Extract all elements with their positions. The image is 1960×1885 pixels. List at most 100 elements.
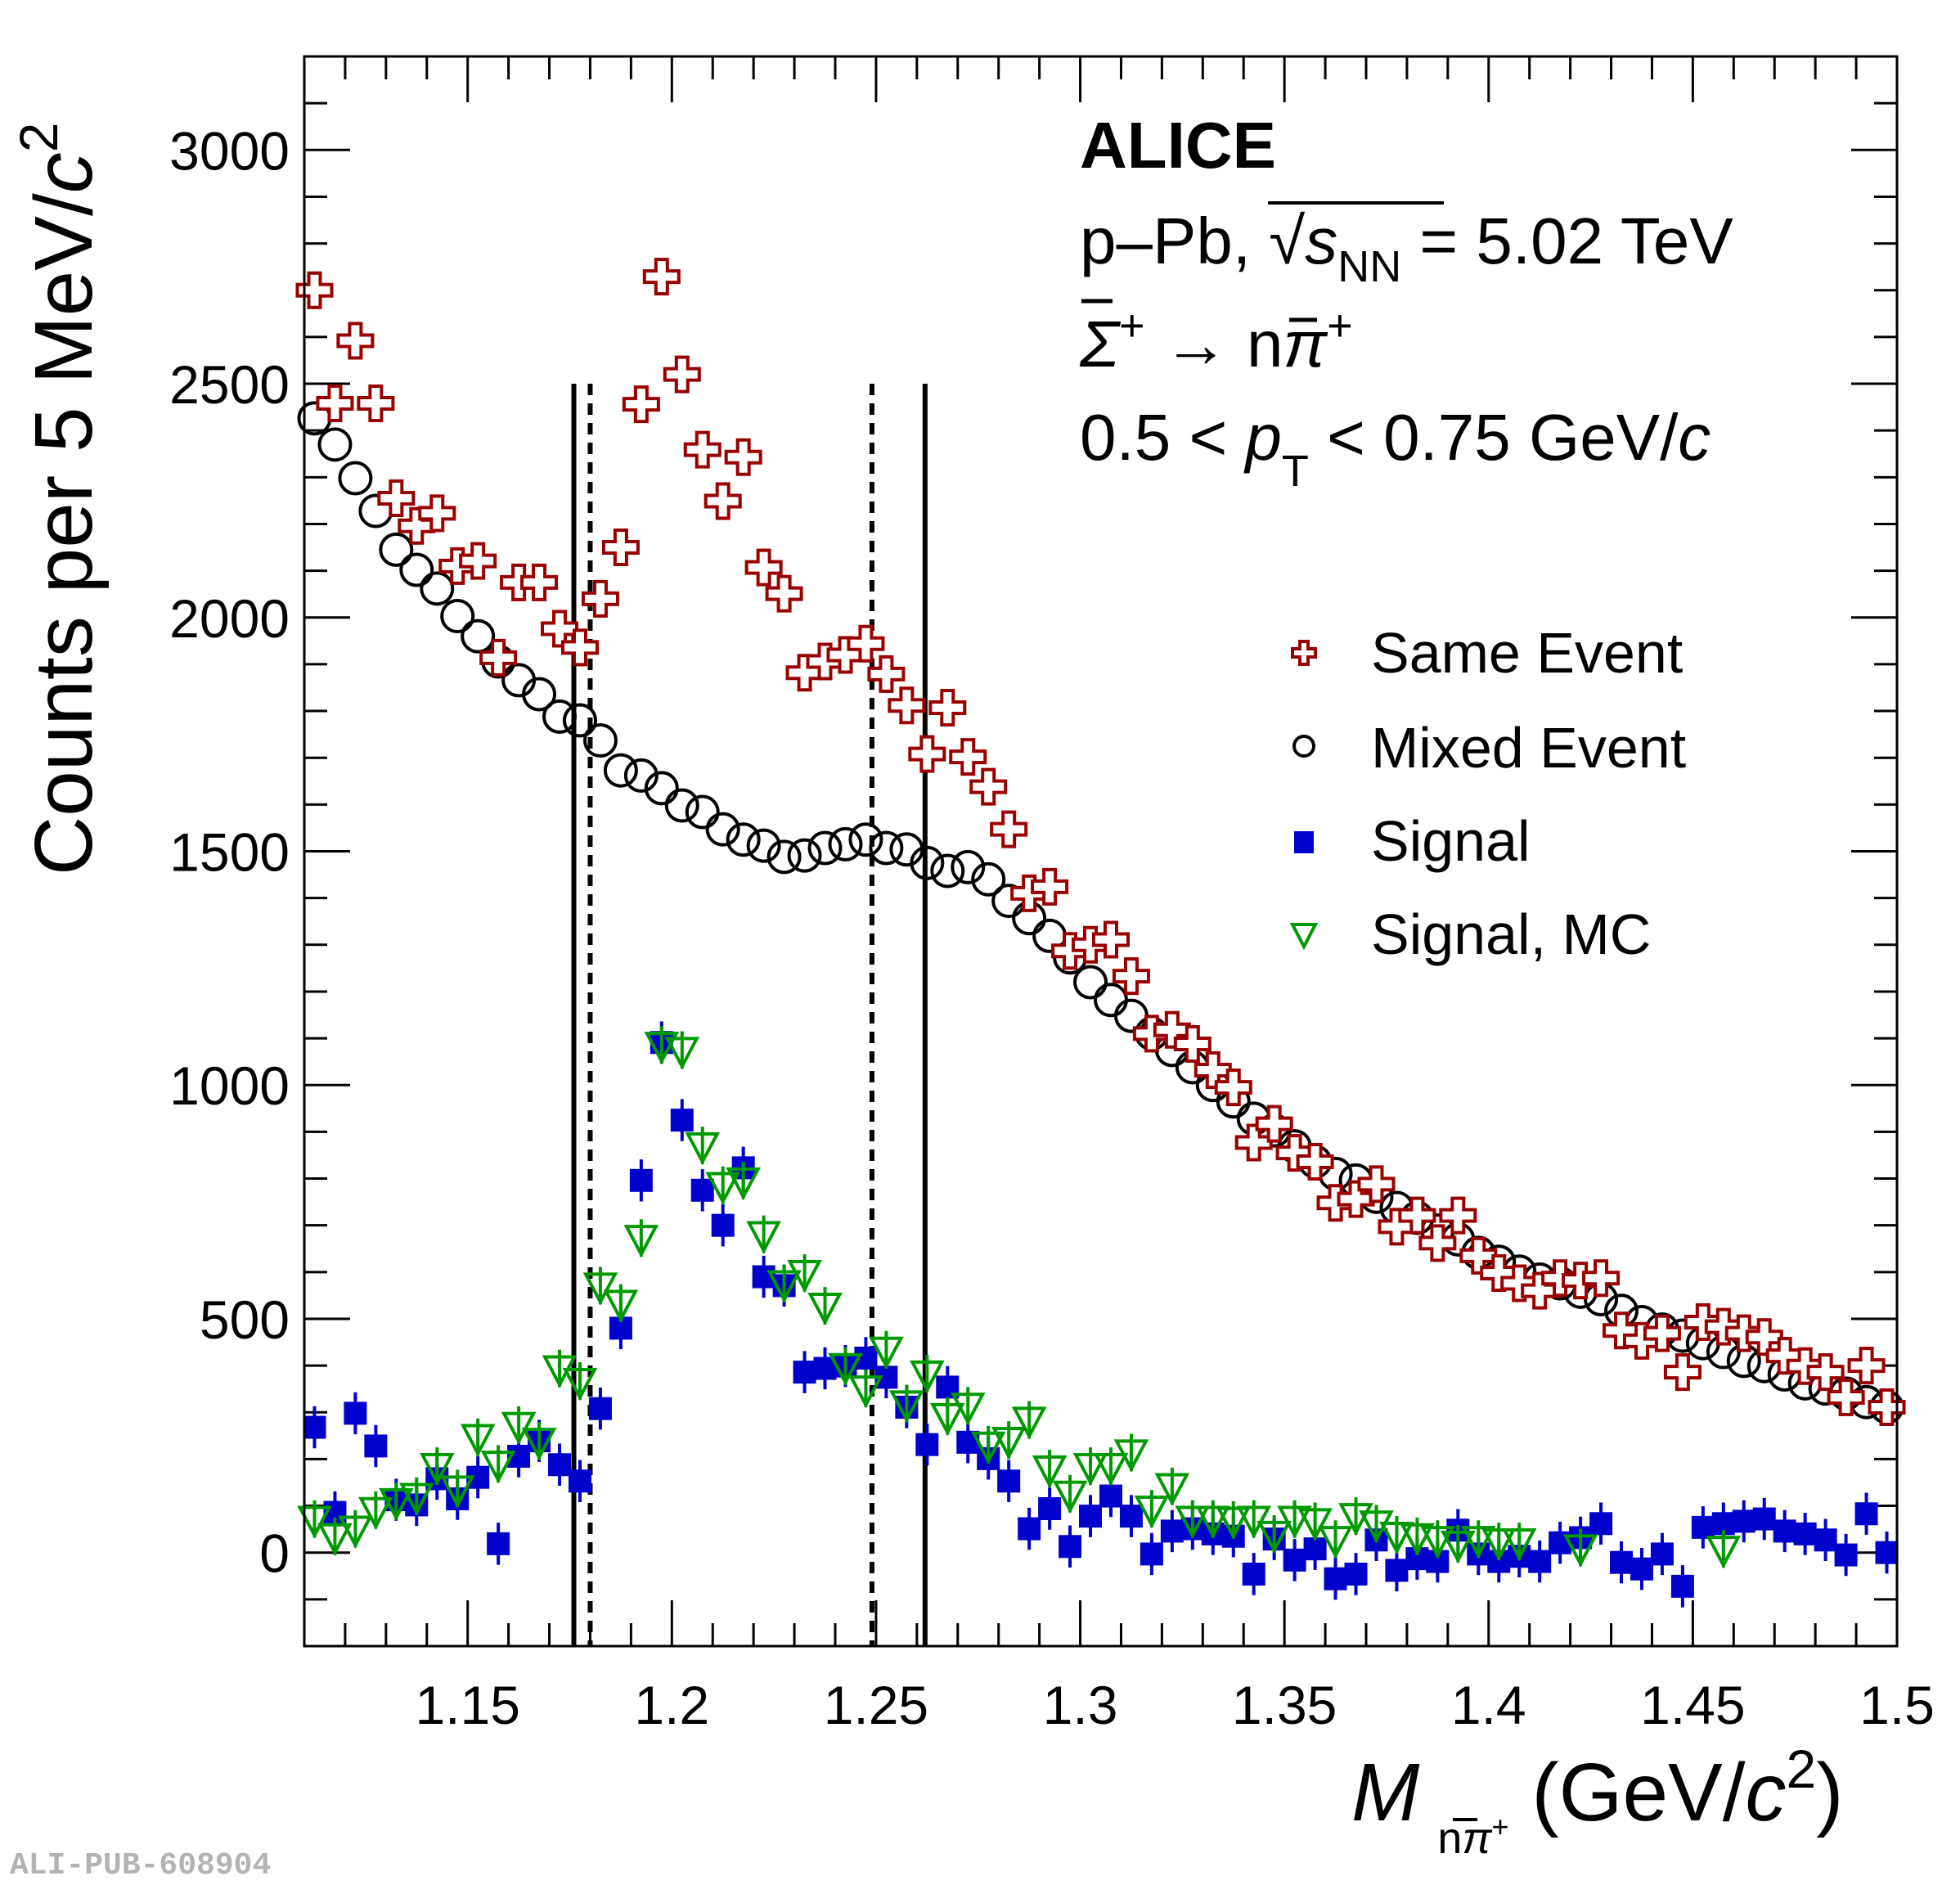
energy-value: = 5.02 TeV [1401, 205, 1733, 277]
open-cross-icon [1291, 640, 1317, 666]
mixed-event-point [766, 839, 802, 875]
signal-point [1324, 1567, 1347, 1590]
same-event-point [1663, 1353, 1702, 1392]
signal-mc-point [1072, 1452, 1108, 1487]
signal-mc-point [1297, 1508, 1333, 1541]
signal-mc-point [419, 1452, 455, 1487]
signal-mc-point [358, 1496, 393, 1530]
signal-mc-point [398, 1482, 434, 1516]
x-axis-unit-exp: 2 [1787, 1739, 1817, 1799]
signal-point [1119, 1505, 1143, 1528]
same-event-point [1418, 1224, 1457, 1262]
signal-point [1242, 1562, 1265, 1586]
legend-item-signal-mc: Signal, MC [1289, 902, 1651, 966]
signal-point [1610, 1550, 1634, 1574]
same-event-point [1112, 957, 1150, 996]
mixed-event-point [807, 830, 843, 866]
signal-mc-point [623, 1225, 659, 1258]
same-event-point [601, 529, 640, 567]
signal-mc-point [1277, 1505, 1312, 1539]
mixed-event-point [582, 723, 618, 758]
same-event-point [1847, 1347, 1886, 1385]
signal-mc-point [1706, 1536, 1742, 1569]
x-axis-variable: M [1351, 1747, 1420, 1838]
mixed-event-point [910, 845, 945, 880]
mixed-event-point [746, 828, 781, 863]
signal-point [1140, 1542, 1163, 1566]
mixed-event-point [338, 461, 373, 496]
signal-mc-point [848, 1375, 883, 1409]
same-event-point [560, 628, 599, 667]
mixed-event-point [951, 849, 986, 884]
same-event-point [642, 258, 681, 296]
y-axis-text: Counts per 5 MeV/ [18, 193, 110, 875]
data-points [295, 258, 1906, 1608]
x-axis-unit-c: c [1746, 1747, 1787, 1838]
signal-mc-point [1420, 1526, 1455, 1559]
signal-point [1079, 1505, 1103, 1528]
mixed-event-point [420, 571, 455, 606]
same-event-point [377, 479, 416, 518]
y-tick-label: 1500 [169, 822, 290, 883]
signal-point [1793, 1522, 1817, 1545]
signal-point [1752, 1507, 1776, 1531]
signal-mc-point [1011, 1406, 1047, 1440]
mixed-event-point [399, 552, 434, 587]
signal-mc-point [950, 1392, 986, 1426]
legend-label: Same Event [1371, 621, 1683, 685]
same-event-point [1827, 1378, 1865, 1416]
signal-mc-point [1093, 1452, 1129, 1487]
same-event-point [295, 271, 334, 309]
pion-charge: + [1327, 301, 1353, 350]
signal-mc-point [705, 1172, 741, 1205]
signal-mc-point [1256, 1520, 1292, 1554]
signal-point [1875, 1541, 1899, 1564]
same-event-point [1214, 1068, 1252, 1107]
same-event-point [418, 494, 456, 533]
signal-mc-point [644, 1032, 680, 1065]
signal-mc-point [582, 1272, 618, 1306]
signal-mc-point [1400, 1523, 1435, 1556]
signal-mc-point [1562, 1534, 1598, 1568]
pt-lower: 0.5 < [1080, 401, 1245, 474]
same-event-point [908, 735, 946, 773]
signal-point [1018, 1517, 1041, 1541]
signal-mc-point [521, 1428, 557, 1461]
legend-item-signal: Signal [1294, 809, 1531, 873]
open-circle-icon [1292, 735, 1315, 758]
same-event-point [1255, 1104, 1293, 1143]
signal-mc-point [439, 1475, 475, 1509]
same-event-point [622, 385, 660, 424]
same-event-point [990, 810, 1028, 848]
mixed-event-point [685, 794, 720, 830]
signal-mc-point [889, 1390, 924, 1424]
x-tick-label: 1.45 [1640, 1675, 1745, 1735]
signal-mc-point [480, 1451, 516, 1484]
sigma-symbol: Σ [1079, 308, 1122, 380]
signal-mc-point [1052, 1480, 1088, 1514]
same-event-point [704, 482, 742, 520]
series-signal-mc [297, 1026, 1742, 1569]
legend-label: Signal, MC [1371, 902, 1651, 966]
mixed-event-point [869, 830, 904, 866]
pt-subscript: T [1282, 447, 1309, 496]
x-axis-unit-a: (GeV/ [1509, 1747, 1746, 1838]
legend-item-same-event: Same Event [1291, 621, 1683, 685]
plot-frame [303, 55, 1899, 1648]
legend-label: Mixed Event [1371, 716, 1686, 780]
signal-mc-point [787, 1259, 822, 1293]
signal-point [1589, 1512, 1613, 1536]
signal-mc-point [685, 1131, 721, 1166]
signal-point [1385, 1559, 1409, 1582]
signal-mc-point [664, 1037, 700, 1070]
y-axis-exp: 2 [8, 123, 69, 153]
same-event-point [744, 548, 783, 587]
same-event-point [949, 738, 987, 776]
same-event-point [683, 430, 722, 469]
experiment-label: ALICE [1080, 109, 1276, 182]
signal-point [690, 1178, 714, 1202]
signal-point [487, 1532, 510, 1555]
signal-point [1691, 1515, 1715, 1539]
